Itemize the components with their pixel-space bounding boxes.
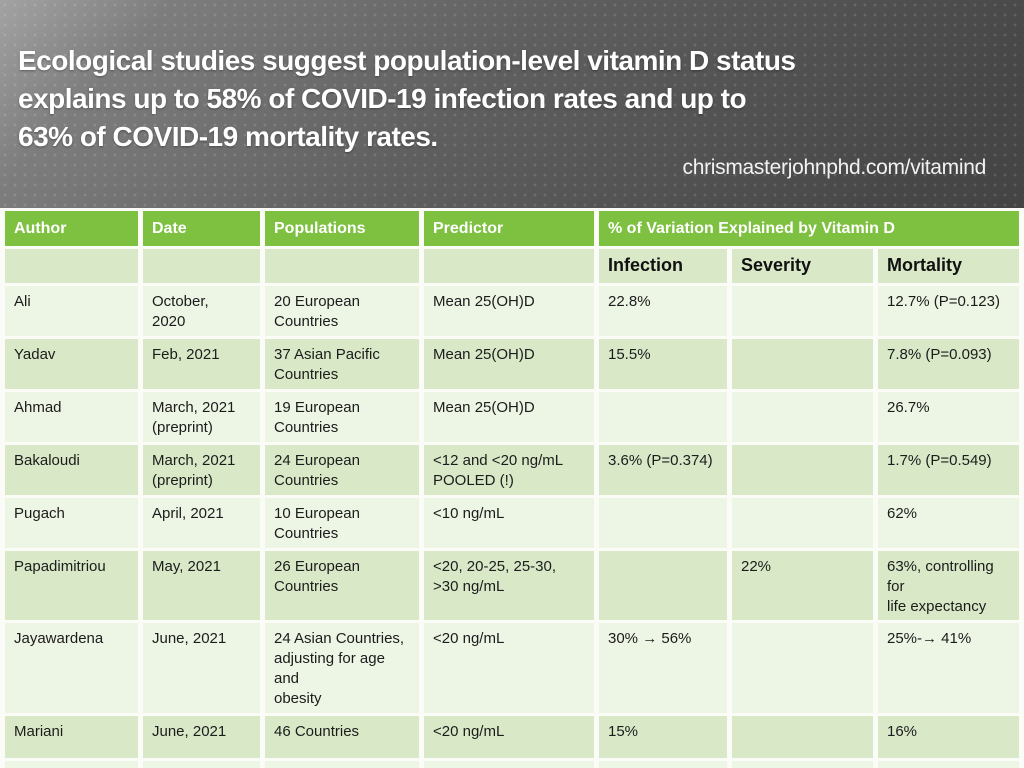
cell-mortality: 7.8% (P=0.093) (878, 339, 1020, 389)
cell-author: Sooriyaarachchi (5, 760, 138, 768)
table-row: Pugach April, 2021 10 European Countries… (5, 498, 1020, 548)
cell-severity (732, 623, 873, 713)
table-row: Mariani June, 2021 46 Countries <20 ng/m… (5, 715, 1020, 758)
cell-author: Pugach (5, 498, 138, 548)
cell-infection: 15.5% (599, 339, 727, 389)
cell-author: Mariani (5, 715, 138, 758)
cell-date: October, 2020 (143, 286, 260, 336)
cell-populations: 46 Countries (265, 715, 419, 758)
subheader-empty (424, 249, 594, 283)
cell-predictor: Mean 25(OH)D (424, 392, 594, 442)
cell-predictor: <20, 20-25, 25-30, >30 ng/mL (424, 551, 594, 621)
subcol-header-infection: Infection (599, 249, 727, 283)
cell-author: Jayawardena (5, 623, 138, 713)
studies-table: Author Date Populations Predictor % of V… (0, 208, 1024, 768)
cell-date: June, 2021 (143, 623, 260, 713)
table-subheader-row: Infection Severity Mortality (5, 249, 1020, 283)
cell-predictor: <20 ng/mL (424, 623, 594, 713)
website-url: chrismasterjohnphd.com/vitamind (682, 156, 987, 179)
cell-severity (732, 498, 873, 548)
subcol-header-severity: Severity (732, 249, 873, 283)
cell-infection: 22.8% (599, 286, 727, 336)
cell-populations: 24 European Countries (265, 445, 419, 495)
cell-infection: 30% → 56% (599, 623, 727, 713)
cell-mortality: 16% (878, 715, 1020, 758)
col-header-date: Date (143, 211, 260, 246)
cell-populations: 20 European Countries (265, 286, 419, 336)
table-row: Sooriyaarachchi August, 2021 47 Countrie… (5, 760, 1020, 768)
cell-populations: 10 European Countries (265, 498, 419, 548)
subheader-empty (265, 249, 419, 283)
table-row: Bakaloudi March, 2021 (preprint) 24 Euro… (5, 445, 1020, 495)
cell-predictor: <20 ng/mL (424, 715, 594, 758)
cell-severity (732, 392, 873, 442)
col-header-variation-group: % of Variation Explained by Vitamin D (599, 211, 1020, 246)
subheader-empty (5, 249, 138, 283)
table-row: Ahmad March, 2021 (preprint) 19 European… (5, 392, 1020, 442)
cell-infection: 3.6% (P=0.374) (599, 445, 727, 495)
cell-mortality: 62% (878, 498, 1020, 548)
table-row: Papadimitriou May, 2021 26 European Coun… (5, 551, 1020, 621)
cell-populations: 24 Asian Countries, adjusting for age an… (265, 623, 419, 713)
table-row: Jayawardena June, 2021 24 Asian Countrie… (5, 623, 1020, 713)
cell-severity (732, 445, 873, 495)
cell-mortality: 26.7% (878, 392, 1020, 442)
col-header-author: Author (5, 211, 138, 246)
cell-populations: 19 European Countries (265, 392, 419, 442)
cell-severity (732, 715, 873, 758)
cell-author: Ali (5, 286, 138, 336)
cell-author: Papadimitriou (5, 551, 138, 621)
cell-mortality: 63%, controlling for life expectancy (878, 551, 1020, 621)
cell-date: April, 2021 (143, 498, 260, 548)
cell-author: Ahmad (5, 392, 138, 442)
cell-predictor: <10 ng/mL (424, 498, 594, 548)
cell-severity: 22% (732, 551, 873, 621)
cell-author: Yadav (5, 339, 138, 389)
cell-predictor: Mean 25(OH)D (424, 286, 594, 336)
cell-infection (599, 551, 727, 621)
cell-date: Feb, 2021 (143, 339, 260, 389)
slide-title: Ecological studies suggest population-le… (18, 45, 796, 152)
cell-mortality: 1.7% (P=0.549) (878, 445, 1020, 495)
table-header-row: Author Date Populations Predictor % of V… (5, 211, 1020, 246)
table-row: Ali October, 2020 20 European Countries … (5, 286, 1020, 336)
cell-severity (732, 286, 873, 336)
cell-severity (732, 760, 873, 768)
cell-populations: 47 Countries (265, 760, 419, 768)
cell-predictor: <12 and <20 ng/mL POOLED (!) (424, 445, 594, 495)
col-header-predictor: Predictor (424, 211, 594, 246)
cell-populations: 26 European Countries (265, 551, 419, 621)
cell-mortality: 12.7% (P=0.123) (878, 286, 1020, 336)
cell-infection (599, 392, 727, 442)
cell-date: May, 2021 (143, 551, 260, 621)
subcol-header-mortality: Mortality (878, 249, 1020, 283)
cell-infection: 15% (599, 715, 727, 758)
cell-mortality: Asia 56% Europe 18.5% (878, 760, 1020, 768)
cell-severity (732, 339, 873, 389)
col-header-populations: Populations (265, 211, 419, 246)
cell-infection: Asia 58% Europe 14% (599, 760, 727, 768)
cell-date: June, 2021 (143, 715, 260, 758)
subheader-empty (143, 249, 260, 283)
cell-date: August, 2021 (143, 760, 260, 768)
cell-mortality: 25%-→ 41% (878, 623, 1020, 713)
cell-populations: 37 Asian Pacific Countries (265, 339, 419, 389)
cell-author: Bakaloudi (5, 445, 138, 495)
cell-date: March, 2021 (preprint) (143, 445, 260, 495)
cell-infection (599, 498, 727, 548)
cell-date: March, 2021 (preprint) (143, 392, 260, 442)
cell-predictor: <20 ng/mL (424, 760, 594, 768)
table-row: Yadav Feb, 2021 37 Asian Pacific Countri… (5, 339, 1020, 389)
cell-predictor: Mean 25(OH)D (424, 339, 594, 389)
